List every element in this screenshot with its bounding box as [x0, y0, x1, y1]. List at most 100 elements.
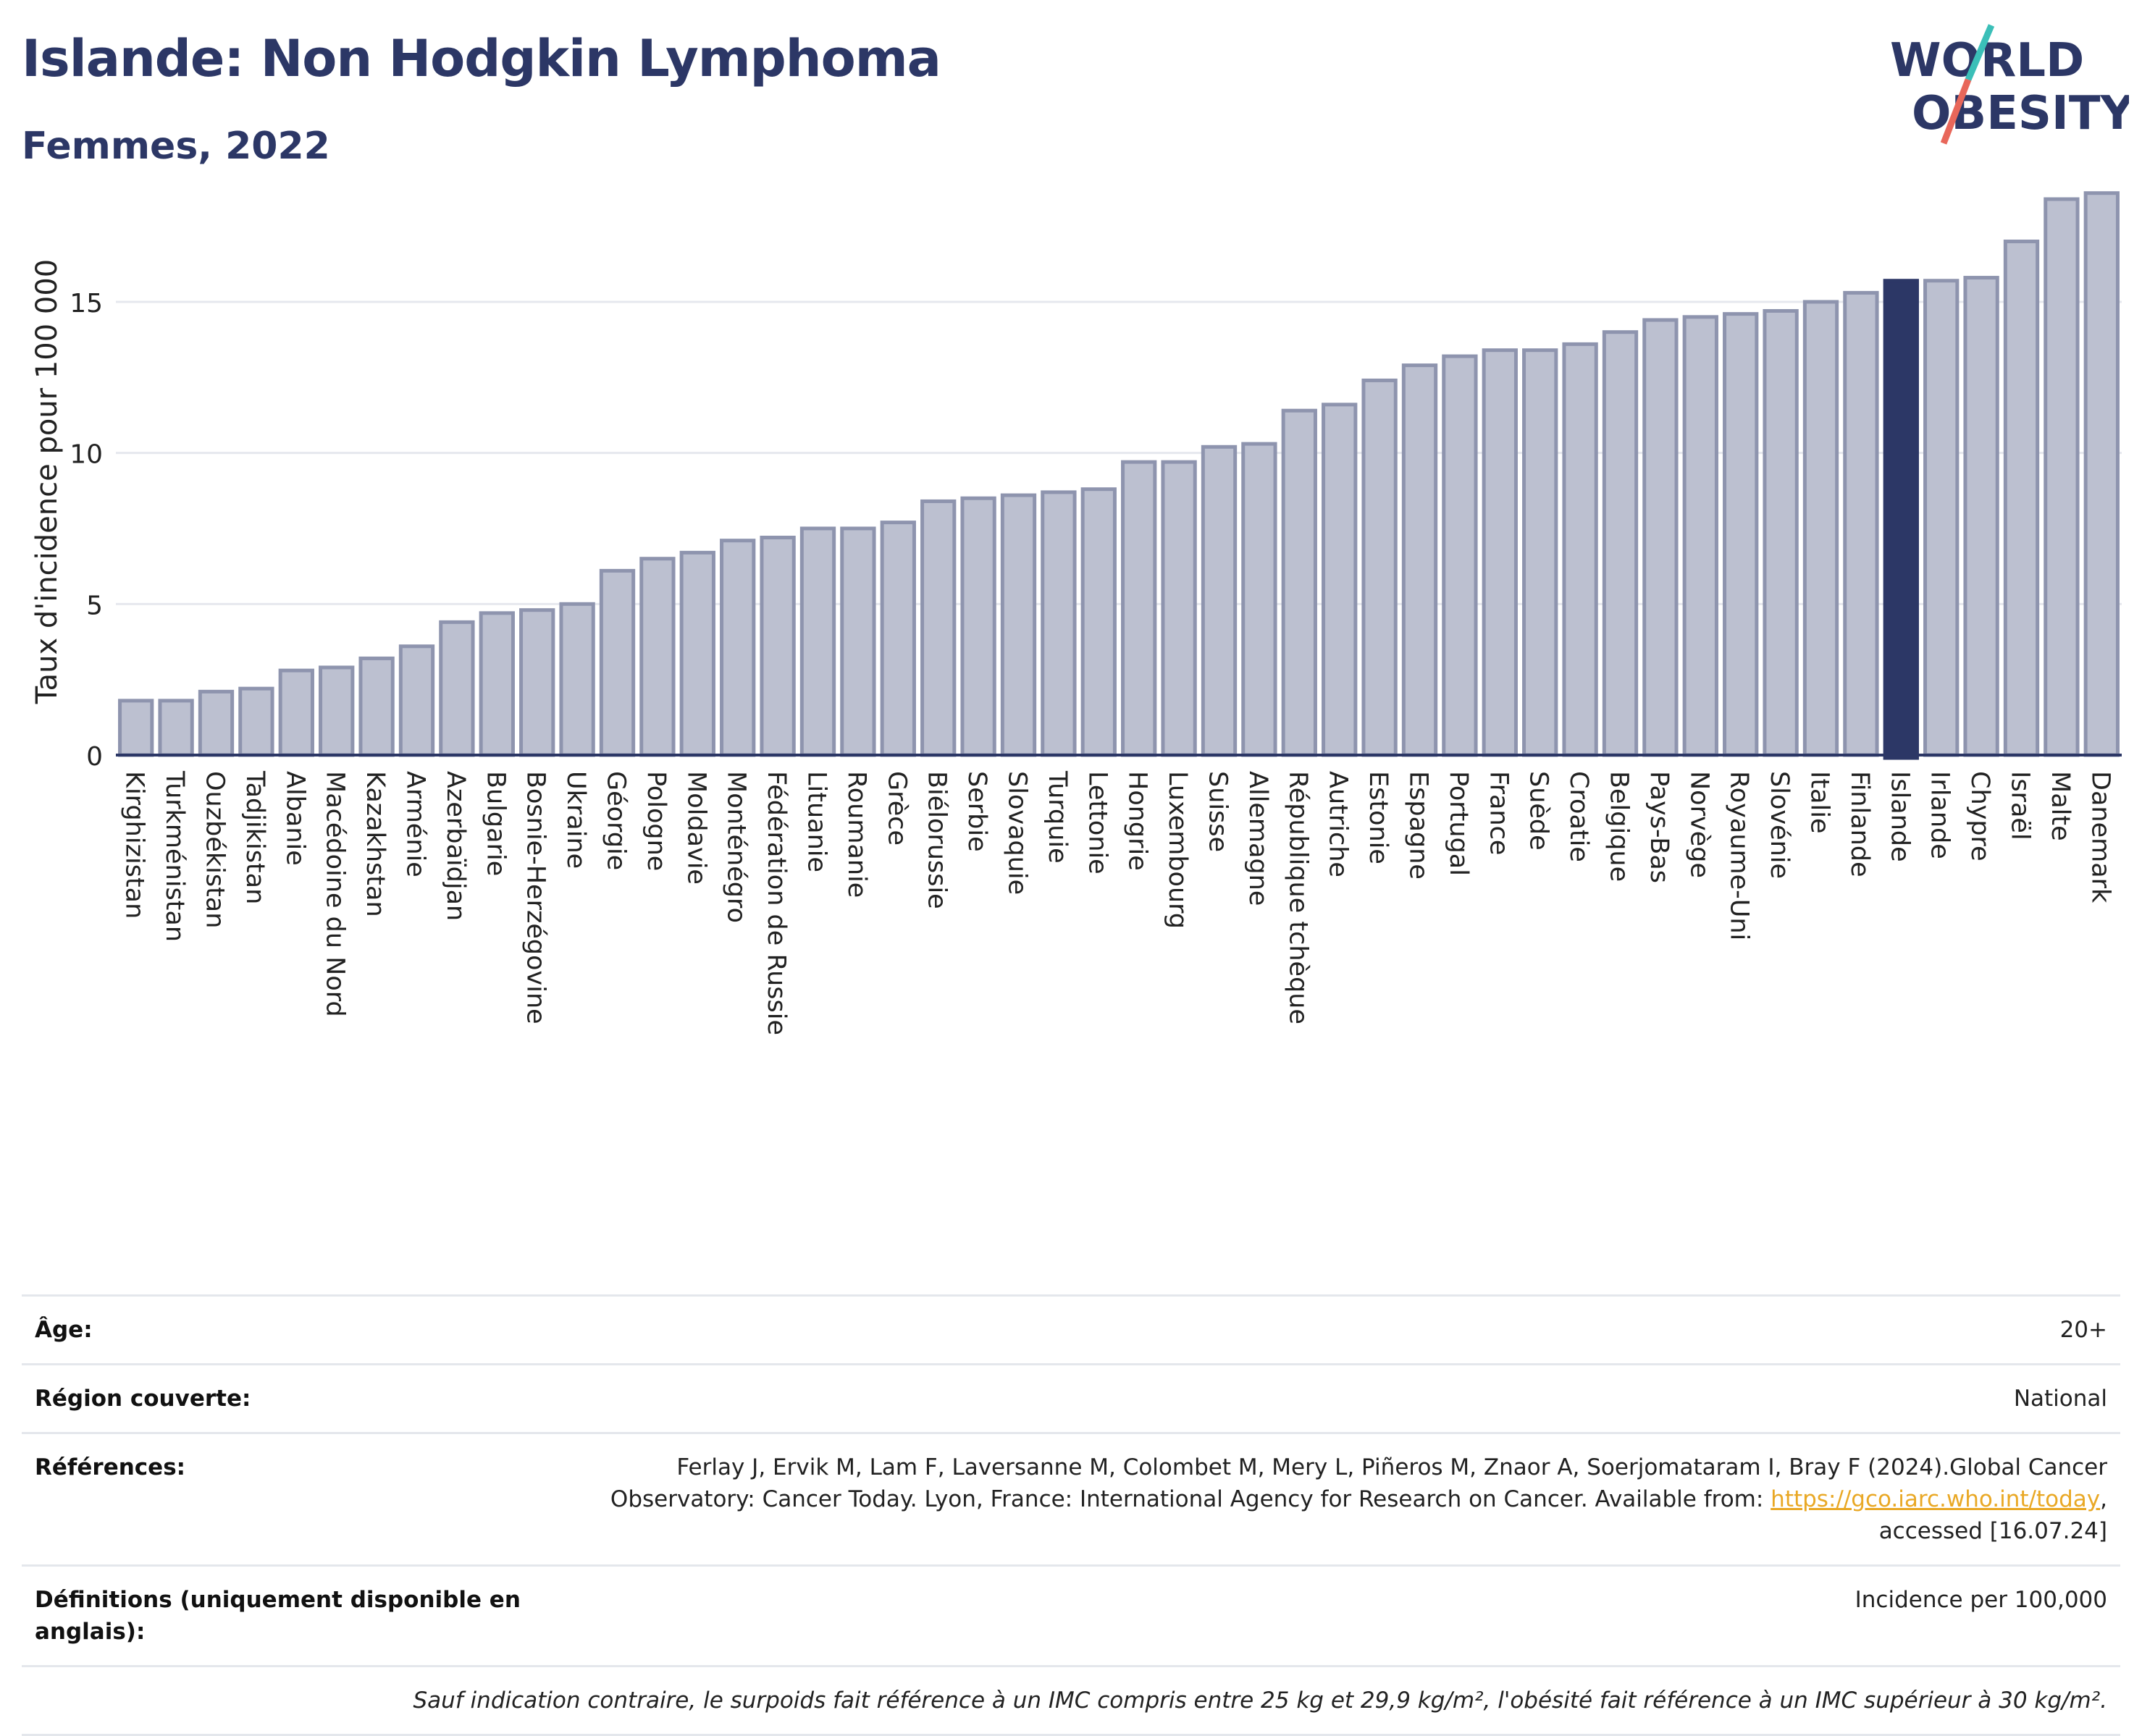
x-tick-label: Roumanie [842, 771, 871, 898]
y-tick-label: 10 [70, 440, 103, 470]
bar-bi-lorussie [920, 499, 957, 757]
x-tick-label: Allemagne [1243, 771, 1272, 906]
bar-slov-nie [1763, 308, 1799, 757]
x-tick-label: Suède [1524, 771, 1553, 851]
x-tick-label: Italie [1805, 771, 1834, 833]
x-tick-label: Pays-Bas [1645, 771, 1673, 883]
x-tick-label: Norvège [1684, 771, 1713, 878]
bar-espagne [1401, 363, 1438, 757]
meta-row-note: Sauf indication contraire, le surpoids f… [22, 1665, 2120, 1736]
bar-chypre [1963, 276, 1999, 757]
region-label: Région couverte: [35, 1386, 251, 1412]
x-tick-labels: Kirghizistan Turkménistan Ouzbékistan Tadji… [120, 770, 2115, 1035]
bar-azerba-djan [439, 620, 475, 757]
page-title: Islande: Non Hodgkin Lymphoma [22, 29, 941, 88]
bar-su-de [1522, 348, 1558, 757]
x-tick-label: Macédoine du Nord [321, 771, 350, 1017]
logo-slash-coral [1940, 78, 1972, 145]
x-tick-label: Monténégro [722, 771, 751, 923]
bar-turkm-nistan [158, 699, 194, 757]
bar-isra-l [2003, 239, 2040, 757]
y-axis-title: Taux d'incidence pour 100 000 [30, 259, 64, 704]
y-tick-label: 5 [86, 591, 103, 620]
bar-irlande [1923, 279, 1960, 757]
bar-estonie [1361, 378, 1398, 757]
x-tick-label: Géorgie [602, 771, 631, 870]
x-tick-label: Turquie [1043, 770, 1072, 864]
bar-bosnie-herz-govine [519, 608, 555, 757]
bar-moldavie [679, 550, 715, 757]
bar-islande [1883, 279, 1919, 760]
bar-royaume-uni [1723, 312, 1759, 757]
metadata-table: Âge: 20+ Région couverte: National Référ… [22, 1294, 2120, 1736]
x-tick-label: Kazakhstan [361, 771, 390, 917]
x-tick-label: Serbie [962, 771, 991, 852]
bar-turquie [1041, 490, 1077, 757]
x-tick-label: Fédération de Russie [762, 771, 791, 1035]
x-tick-label: Espagne [1404, 771, 1433, 880]
x-tick-label: Suisse [1204, 771, 1232, 852]
bar-kirghizistan [118, 699, 154, 757]
x-tick-label: Turkménistan [160, 770, 189, 942]
x-tick-label: Croatie [1564, 771, 1593, 862]
x-tick-label: Lituanie [802, 771, 831, 872]
reference-link[interactable]: https://gco.iarc.who.int/today [1771, 1486, 2101, 1512]
bar-g-orgie [599, 568, 636, 757]
y-tick-label: 0 [86, 742, 103, 772]
reference-text-1: Ferlay J, Ervik M, Lam F, Laversanne M, … [676, 1454, 2107, 1480]
x-tick-label: Israël [2006, 771, 2035, 840]
x-tick-label: Portugal [1444, 771, 1473, 876]
x-tick-label: Estonie [1364, 771, 1393, 864]
bar-f-d-ration-de-russie [760, 535, 796, 757]
bar-roumanie [840, 526, 876, 757]
x-tick-label: Royaume-Uni [1725, 771, 1754, 940]
bar-arm-nie [398, 644, 435, 757]
page-subtitle: Femmes, 2022 [22, 125, 330, 168]
bar-lituanie [799, 526, 836, 757]
x-tick-label: Bulgarie [481, 771, 510, 876]
reference-text-3: , [2100, 1486, 2107, 1512]
x-tick-label: République tchèque [1283, 771, 1312, 1024]
region-value: National [2013, 1386, 2107, 1412]
x-tick-label: Biélorussie [923, 771, 952, 909]
meta-row-definitions: Définitions (uniquement disponible en an… [22, 1564, 2120, 1665]
bar-danemark [2083, 191, 2120, 757]
x-tick-label: Luxembourg [1163, 771, 1192, 929]
x-tick-label: Bosnie-Herzégovine [521, 771, 550, 1024]
age-label: Âge: [35, 1317, 93, 1343]
reference-text-2: Observatory: Cancer Today. Lyon, France:… [610, 1486, 1771, 1512]
meta-row-references: Références: Ferlay J, Ervik M, Lam F, La… [22, 1432, 2120, 1564]
x-tick-label: Chypre [1965, 771, 1994, 861]
bar-tadjikistan [238, 686, 274, 757]
meta-row-age: Âge: 20+ [22, 1294, 2120, 1363]
x-tick-label: Tadjikistan [240, 770, 269, 904]
bar-bulgarie [479, 611, 515, 757]
bar-belgique [1602, 330, 1639, 757]
x-tick-label: Autriche [1324, 771, 1353, 877]
reference-text-4: accessed [16.07.24] [1878, 1518, 2107, 1544]
x-tick-label: Ouzbékistan [201, 771, 230, 928]
bar-autriche [1322, 403, 1358, 757]
bar-pays-bas [1642, 318, 1679, 757]
bar-italie [1802, 300, 1839, 757]
bar-kazakhstan [358, 656, 395, 757]
x-tick-label: Islande [1885, 771, 1914, 862]
bar-slovaquie [1000, 493, 1037, 757]
bar-allemagne [1241, 442, 1277, 757]
references-label: Références: [35, 1454, 186, 1480]
bar-france [1482, 348, 1518, 757]
x-tick-label: Malte [2046, 771, 2075, 841]
x-tick-label: Irlande [1925, 771, 1954, 859]
bar-finlande [1843, 290, 1879, 757]
bar-suisse [1201, 444, 1238, 757]
y-tick-label: 15 [70, 289, 103, 319]
x-tick-label: Albanie [280, 771, 309, 866]
bar-luxembourg [1161, 460, 1197, 757]
bar-norv-ge [1682, 315, 1718, 757]
bar-chart: 0 5 10 15 Kirghizistan Turkménistan Ouzbékist… [30, 191, 2122, 1035]
bar-croatie [1562, 342, 1598, 757]
bar-hongrie [1121, 460, 1157, 757]
age-value: 20+ [2059, 1317, 2107, 1343]
definitions-value: Incidence per 100,000 [1855, 1587, 2107, 1613]
x-tick-label: Danemark [2086, 771, 2114, 903]
